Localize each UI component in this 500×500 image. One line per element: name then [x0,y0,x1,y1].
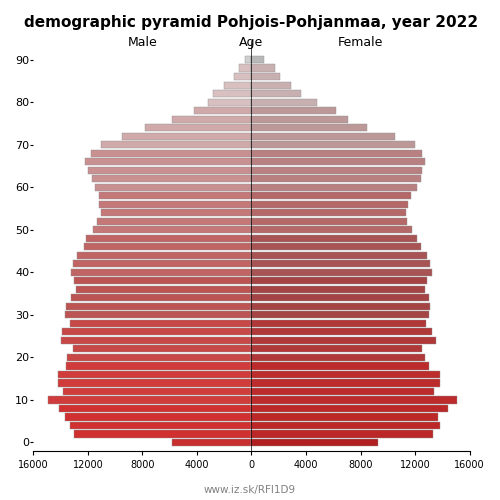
Bar [252,439,378,446]
Bar [244,56,252,63]
Bar [70,422,252,429]
Bar [90,150,252,157]
Bar [252,328,432,336]
Bar [76,286,252,293]
Bar [88,166,252,174]
Text: Female: Female [338,36,384,49]
Bar [252,286,424,293]
Bar [252,200,408,208]
Bar [252,422,440,429]
Bar [252,311,429,318]
Bar [102,141,252,148]
Bar [252,243,420,250]
Bar [252,98,317,106]
Bar [252,320,426,327]
Bar [252,268,432,276]
Bar [252,430,433,438]
Bar [66,302,252,310]
Bar [252,90,300,98]
Bar [252,354,424,361]
Bar [94,226,252,234]
Bar [59,405,252,412]
Bar [252,396,458,404]
Bar [72,268,252,276]
Bar [99,200,252,208]
Bar [252,141,415,148]
Bar [234,73,252,80]
Bar [194,107,252,114]
Bar [92,175,252,182]
Bar [239,64,252,71]
Bar [252,209,406,216]
Bar [64,311,252,318]
Bar [58,371,252,378]
Bar [86,234,252,242]
Bar [68,354,252,361]
Bar [252,150,422,157]
Bar [94,184,252,191]
Bar [252,107,336,114]
Bar [252,302,430,310]
Bar [214,90,252,98]
Bar [252,226,412,234]
Bar [252,175,420,182]
Bar [58,380,252,386]
Bar [252,184,416,191]
Bar [172,116,252,123]
Bar [252,380,440,386]
Bar [252,166,422,174]
Bar [252,414,438,420]
Text: www.iz.sk/RFI1D9: www.iz.sk/RFI1D9 [204,485,296,495]
Bar [122,132,252,140]
Bar [70,320,252,327]
Bar [252,218,407,225]
Bar [252,346,422,352]
Bar [252,234,416,242]
Bar [252,252,428,259]
Bar [252,362,429,370]
Bar [73,346,252,352]
Bar [252,260,430,268]
Bar [74,277,252,284]
Bar [77,252,252,259]
Bar [73,260,252,268]
Bar [252,192,411,200]
Bar [252,124,368,132]
Bar [252,73,280,80]
Bar [64,414,252,420]
Bar [84,243,251,250]
Bar [224,82,252,88]
Bar [60,337,252,344]
Text: Age: Age [240,36,264,49]
Text: Male: Male [128,36,158,49]
Bar [252,64,274,71]
Bar [252,388,434,395]
Bar [64,388,252,395]
Bar [102,209,252,216]
Bar [145,124,252,132]
Bar [85,158,251,166]
Bar [252,371,440,378]
Bar [98,218,252,225]
Bar [252,132,394,140]
Bar [172,439,252,446]
Bar [252,82,291,88]
Bar [252,277,428,284]
Bar [252,405,448,412]
Bar [48,396,252,404]
Bar [252,294,429,302]
Bar [252,337,436,344]
Bar [66,362,252,370]
Bar [252,158,424,166]
Bar [208,98,252,106]
Title: demographic pyramid Pohjois-Pohjanmaa, year 2022: demographic pyramid Pohjois-Pohjanmaa, y… [24,15,478,30]
Bar [72,294,252,302]
Bar [252,116,348,123]
Bar [62,328,252,336]
Bar [252,56,264,63]
Bar [99,192,252,200]
Bar [74,430,252,438]
